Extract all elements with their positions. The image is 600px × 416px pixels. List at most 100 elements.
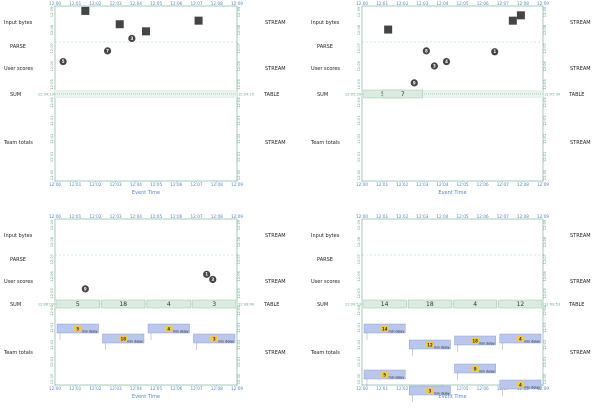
sum-pane — [55, 299, 100, 309]
x-tick-top: 12:00 — [49, 1, 61, 6]
y-tick-right: 12:09 — [237, 6, 241, 17]
y-tick-left: 12:00 — [357, 169, 361, 180]
y-tick-right: 12:00 — [237, 169, 241, 180]
score-dot-value: 3 — [130, 36, 133, 41]
x-tick-top: 12:04 — [130, 1, 142, 6]
y-tick-right: 12:02 — [237, 134, 241, 144]
total-pane-delay: min delay — [524, 386, 540, 390]
total-pane-delay: min delay — [479, 342, 495, 346]
y-tick-right: 12:09 — [543, 6, 547, 17]
y-tick-right: 12:07 — [543, 254, 547, 264]
right-label-stream-mid: STREAM — [265, 66, 286, 72]
row-label-parse: PARSE — [317, 257, 333, 263]
y-tick-right: 12:07 — [237, 254, 241, 264]
x-tick-top: 12:05 — [457, 214, 469, 219]
total-pane-marker — [164, 325, 173, 332]
total-pane-marker — [380, 371, 389, 378]
y-tick-right: 12:06 — [543, 60, 547, 71]
row-label-input: Input bytes — [311, 20, 340, 26]
sum-pane-value: 14 — [381, 301, 389, 308]
y-tick-right: 12:08 — [237, 236, 241, 247]
total-pane-delay: min delay — [434, 392, 450, 396]
y-tick-right: 12:08 — [543, 24, 547, 35]
y-tick-left: 12:02 — [357, 134, 361, 144]
x-tick-top: 12:06 — [170, 214, 182, 219]
y-tick-left: 12:03 — [50, 322, 54, 332]
sum-pane-value: 7 — [401, 91, 405, 98]
x-tick-top: 12:06 — [477, 214, 489, 219]
score-dot — [128, 34, 136, 43]
x-tick-top: 12:06 — [170, 1, 182, 6]
x-tick-bottom: 12:01 — [376, 182, 388, 187]
total-pane-value: 9 — [474, 366, 477, 371]
row-label-sum: SUM — [317, 92, 328, 98]
row-label-parse: PARSE — [10, 44, 26, 50]
y-tick-right: 12:06 — [237, 270, 241, 281]
row-label-sum: SUM — [10, 302, 21, 308]
x-tick-bottom: 12:07 — [191, 182, 203, 187]
x-tick-top: 12:08 — [211, 214, 223, 219]
x-tick-top: 12:07 — [497, 214, 509, 219]
score-dot-value: 3 — [211, 277, 214, 282]
sum-pane-value: 4 — [473, 301, 477, 308]
y-tick-left: 12:00 — [50, 169, 54, 180]
x-tick-bottom: 12:06 — [477, 386, 489, 391]
x-tick-top: 12:00 — [356, 1, 368, 6]
x-tick-top: 12:07 — [191, 1, 203, 6]
x-tick-top: 12:04 — [130, 214, 142, 219]
y-tick-right: 12:00 — [543, 169, 547, 180]
y-tick-right: 12:08 — [543, 236, 547, 247]
total-pane-marker — [516, 335, 525, 342]
y-tick-right: 12:01 — [543, 152, 547, 162]
total-pane-value: 4 — [519, 336, 522, 341]
y-tick-left: 12:00 — [357, 373, 361, 384]
total-pane-value: 18 — [120, 336, 126, 341]
y-tick-right: 12:04 — [543, 305, 547, 316]
total-pane-value: 14 — [382, 326, 388, 331]
sum-pane — [146, 299, 191, 309]
y-tick-right: 12:08 — [237, 24, 241, 35]
row-label-scores: User scores — [4, 279, 33, 285]
x-tick-bottom: 12:00 — [356, 386, 368, 391]
score-dot — [442, 57, 451, 66]
x-tick-top: 12:09 — [537, 214, 549, 219]
score-dot-value: 1 — [493, 49, 496, 54]
sum-pane — [192, 299, 237, 309]
y-tick-left: 12:06 — [357, 270, 361, 281]
row-label-totals: Team totals — [310, 350, 340, 356]
x-tick-top: 12:01 — [69, 214, 81, 219]
sum-pane — [101, 299, 146, 309]
row-label-parse: PARSE — [10, 257, 26, 263]
y-tick-left: 12:07 — [357, 254, 361, 264]
y-tick-left: 12:02 — [50, 134, 54, 144]
y-tick-left: 12:07 — [357, 43, 361, 53]
right-label-table: TABLE — [263, 92, 279, 98]
y-tick-right: 12:01 — [237, 357, 241, 367]
x-tick-bottom: 12:00 — [49, 182, 61, 187]
total-pane-value: 4 — [519, 382, 522, 387]
x-tick-bottom: 12:02 — [396, 182, 408, 187]
right-label-table: TABLE — [263, 302, 279, 308]
panel-br: 12:00 12:00 12:01 12:01 12:02 12:02 12:03 12:03… — [310, 214, 591, 402]
axis-title: Event Time — [132, 394, 160, 400]
y-tick-right: 12:02 — [543, 134, 547, 144]
sum-pane-value: 4 — [167, 301, 171, 308]
right-label-stream-top: STREAM — [265, 233, 286, 239]
x-tick-bottom: 12:08 — [211, 182, 223, 187]
panel-tr: 12:00 12:00 12:01 12:01 12:02 12:02 12:03 12:03… — [310, 1, 591, 196]
x-tick-bottom: 12:04 — [436, 182, 448, 187]
y-tick-left: 12:04 — [50, 305, 54, 316]
score-dot — [410, 79, 418, 87]
watermark-time-right: 12:09:53 — [544, 303, 560, 307]
x-tick-top: 12:03 — [416, 214, 428, 219]
score-dot — [203, 270, 211, 278]
y-tick-left: 12:00 — [50, 373, 54, 384]
y-tick-left: 12:09 — [357, 6, 361, 17]
sum-pane-value: 3 — [212, 301, 216, 308]
x-tick-bottom: 12:03 — [110, 182, 122, 187]
total-pane-marker — [425, 341, 434, 348]
y-tick-left: 12:06 — [357, 60, 361, 71]
y-tick-right: 12:01 — [237, 152, 241, 162]
sum-pane-value: 5 — [76, 301, 80, 308]
watermark-time-left: 12:09:53 — [345, 303, 361, 307]
